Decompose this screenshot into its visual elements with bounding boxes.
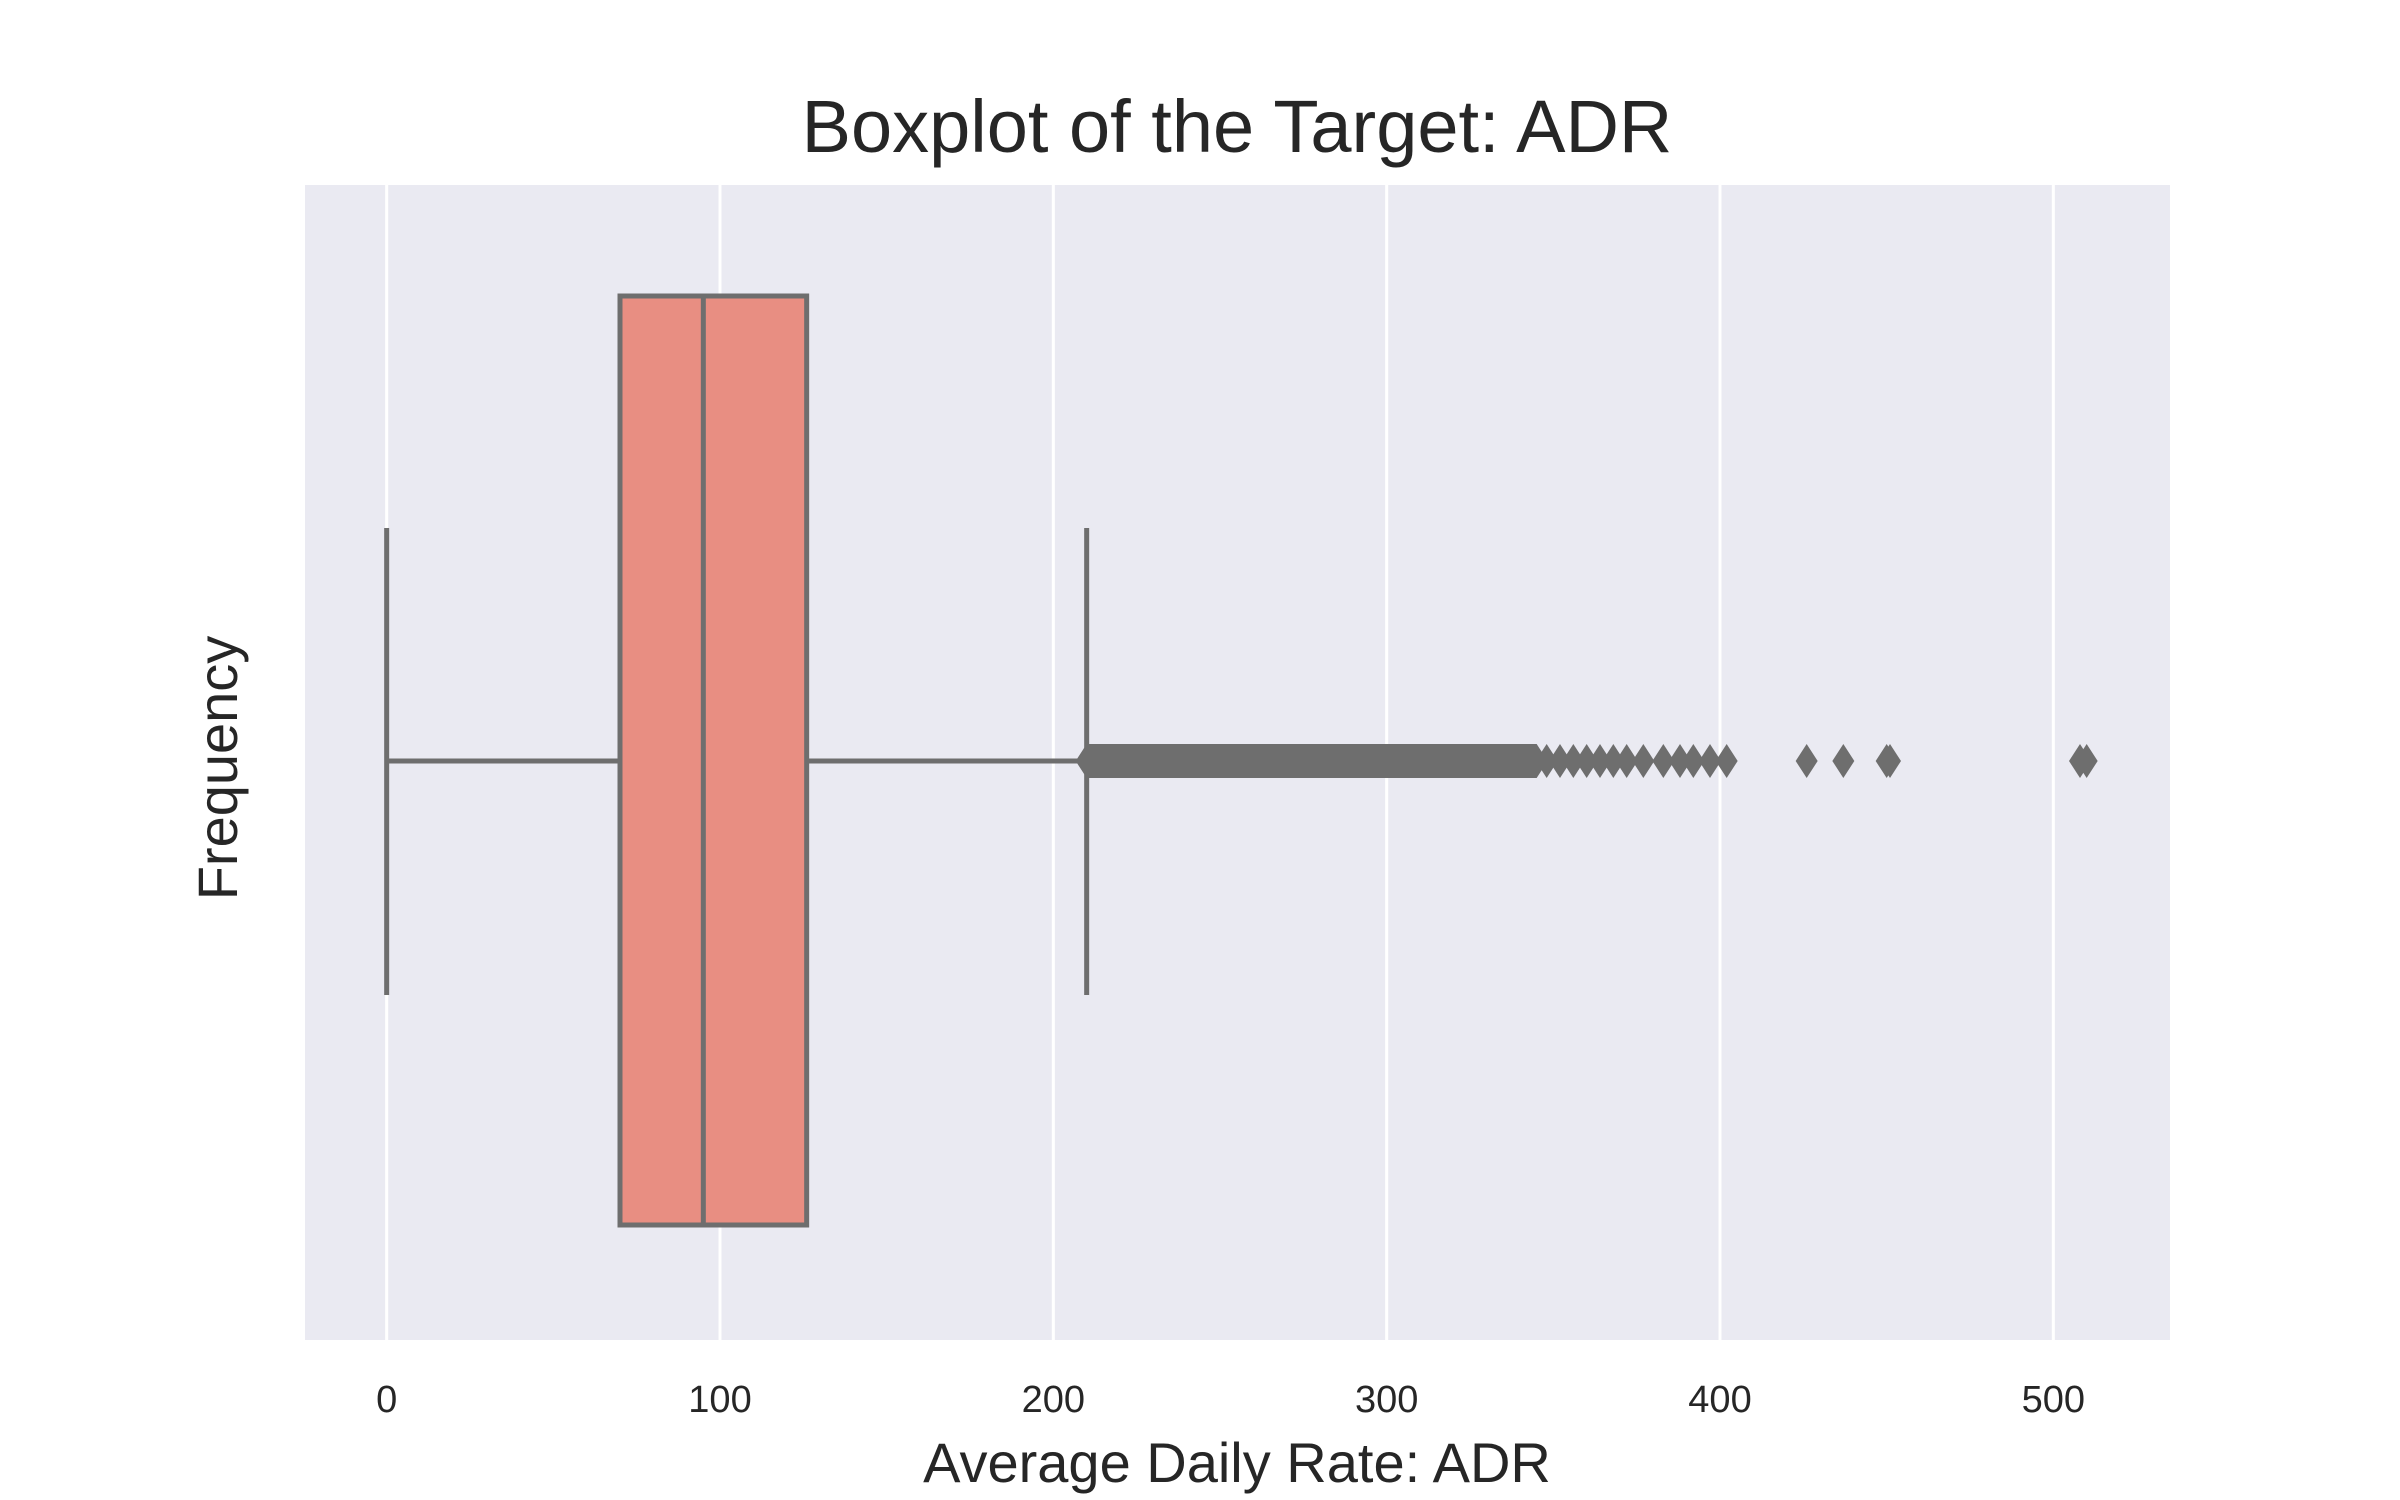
x-tick-label: 300 <box>1355 1379 1418 1421</box>
outlier-band <box>1086 744 1537 778</box>
outlier-point <box>1669 744 1691 778</box>
x-tick-label: 200 <box>1022 1379 1085 1421</box>
outlier-point <box>1832 744 1855 778</box>
outlier-point <box>1575 744 1598 778</box>
box-marks <box>384 293 2098 1228</box>
outlier-point <box>1562 744 1585 778</box>
x-tick-labels: 0 100 200 300 400 500 <box>376 1379 2085 1421</box>
outlier-point <box>1652 744 1675 778</box>
x-tick-label: 100 <box>688 1379 751 1421</box>
outlier-point <box>1795 744 1818 778</box>
outlier-point <box>2075 744 2098 778</box>
outlier-point <box>1615 744 1638 778</box>
x-axis-label: Average Daily Rate: ADR <box>923 1431 1551 1494</box>
outlier-point <box>1682 744 1705 778</box>
outlier-point <box>1549 744 1571 778</box>
x-tick-label: 0 <box>376 1379 397 1421</box>
outlier-point <box>1075 744 1098 778</box>
outlier-point <box>1632 744 1655 778</box>
outlier-point <box>1589 744 1611 778</box>
outlier-point <box>1602 744 1625 778</box>
y-axis-label: Frequency <box>186 636 249 901</box>
x-tick-label: 500 <box>2022 1379 2085 1421</box>
chart-title: Boxplot of the Target: ADR <box>802 85 1673 168</box>
iqr-box <box>617 293 810 1228</box>
outlier-point <box>1715 744 1738 778</box>
outlier-point <box>1699 744 1721 778</box>
outlier-point <box>1879 744 1901 778</box>
x-tick-label: 400 <box>1688 1379 1751 1421</box>
outlier-point <box>1535 744 1558 778</box>
